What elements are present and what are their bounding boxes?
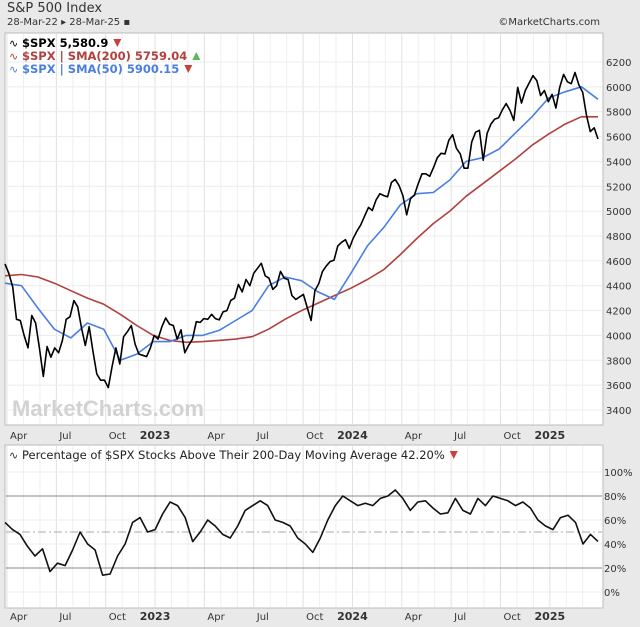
legend-line-icon: ∿ — [9, 50, 18, 63]
x-tick-label: Jul — [256, 612, 269, 623]
y-tick-label: 5800 — [606, 108, 631, 119]
x-tick-label: Jul — [58, 431, 71, 442]
arrow-up-icon — [192, 52, 201, 60]
legend-entry: $SPX | SMA(200) 5759.04 — [22, 49, 187, 63]
x-tick-label: Oct — [504, 431, 521, 442]
x-tick-label: Apr — [10, 612, 28, 623]
price-panel — [4, 32, 604, 426]
y-tick-label: 60% — [604, 516, 626, 527]
chart-title: S&P 500 Index — [7, 1, 103, 16]
x-tick-label: 2023 — [140, 429, 171, 442]
arrow-down-icon — [184, 65, 193, 73]
y-tick-label: 40% — [604, 540, 626, 551]
x-tick-label: 2025 — [535, 610, 566, 623]
legend-line-icon: ∿ — [9, 37, 18, 50]
x-tick-label: Apr — [207, 612, 225, 623]
y-tick-label: 20% — [604, 564, 626, 575]
x-tick-label: Apr — [405, 612, 423, 623]
x-tick-label: Jul — [256, 431, 269, 442]
legend-entry: Percentage of $SPX Stocks Above Their 20… — [22, 448, 445, 462]
watermark: MarketCharts.com — [12, 396, 204, 421]
y-tick-label: 3800 — [606, 356, 631, 367]
legend-entry: $SPX 5,580.9 — [22, 36, 108, 50]
x-tick-label: Oct — [109, 431, 126, 442]
x-tick-label: 2024 — [337, 429, 368, 442]
x-tick-label: Oct — [306, 612, 323, 623]
x-tick-label: Oct — [504, 612, 521, 623]
y-tick-label: 6000 — [606, 83, 631, 94]
sma200-line — [4, 115, 599, 344]
y-tick-label: 3600 — [606, 381, 631, 392]
x-tick-label: Jul — [453, 431, 466, 442]
y-tick-label: 5000 — [606, 207, 631, 218]
y-tick-label: 100% — [604, 468, 633, 479]
y-tick-label: 4000 — [606, 331, 631, 342]
y-tick-label: 0% — [604, 588, 620, 599]
x-tick-label: Oct — [306, 431, 323, 442]
y-tick-label: 80% — [604, 492, 626, 503]
y-tick-label: 5600 — [606, 133, 631, 144]
y-tick-label: 4200 — [606, 307, 631, 318]
x-tick-label: Apr — [10, 431, 28, 442]
y-tick-label: 3400 — [606, 406, 631, 417]
breadth-line — [4, 489, 599, 577]
y-tick-label: 6200 — [606, 58, 631, 69]
y-tick-label: 5200 — [606, 182, 631, 193]
x-tick-label: Oct — [109, 612, 126, 623]
x-tick-label: Jul — [453, 612, 466, 623]
x-tick-label: Jul — [58, 612, 71, 623]
copyright: ©MarketCharts.com — [498, 17, 600, 28]
x-tick-label: Apr — [405, 431, 423, 442]
arrow-down-icon — [449, 451, 458, 459]
sma50-line — [4, 86, 599, 362]
arrow-down-icon — [113, 39, 122, 47]
x-tick-label: 2023 — [140, 610, 171, 623]
spx-price-line — [4, 71, 599, 389]
y-tick-label: 4400 — [606, 282, 631, 293]
legend-line-icon: ∿ — [9, 449, 18, 462]
legend-line-icon: ∿ — [9, 63, 18, 76]
y-tick-label: 4800 — [606, 232, 631, 243]
x-tick-label: 2025 — [535, 429, 566, 442]
y-tick-label: 4600 — [606, 257, 631, 268]
legend-entry: $SPX | SMA(50) 5900.15 — [22, 62, 179, 76]
y-tick-label: 5400 — [606, 157, 631, 168]
x-tick-label: 2024 — [337, 610, 368, 623]
date-range: 28-Mar-22 ▸ 28-Mar-25 ▪ — [7, 17, 131, 28]
x-tick-label: Apr — [207, 431, 225, 442]
breadth-panel — [4, 444, 604, 609]
